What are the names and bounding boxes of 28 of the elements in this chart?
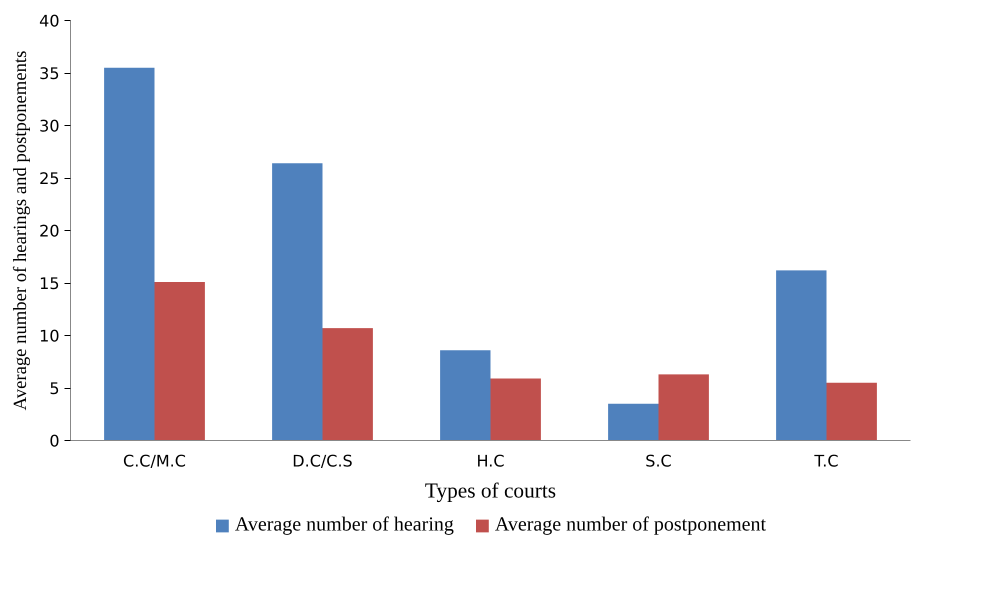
bar: [826, 382, 877, 440]
bar: [154, 282, 205, 440]
x-tick-label: C.C/M.C: [123, 452, 186, 470]
y-tick-label: 30: [39, 116, 60, 136]
y-tick-label: 5: [49, 379, 60, 398]
bar: [272, 163, 322, 440]
y-tick-label: 25: [39, 169, 60, 188]
x-tick-label: T.C: [813, 452, 839, 470]
legend-label: Average number of postponement: [494, 514, 766, 536]
bar: [776, 270, 826, 440]
x-axis-title: Types of courts: [424, 478, 556, 502]
y-tick-label: 35: [39, 64, 60, 83]
y-tick-label: 15: [39, 274, 60, 293]
x-tick-label: H.C: [476, 452, 505, 470]
bar: [440, 350, 490, 440]
x-tick-label: D.C/C.S: [292, 452, 353, 470]
bar: [322, 328, 373, 440]
bar: [490, 378, 541, 440]
bar: [104, 68, 154, 440]
y-tick-label: 10: [39, 326, 60, 346]
y-axis-title: Average number of hearings and postponements: [10, 50, 32, 410]
y-tick-label: 20: [39, 222, 60, 240]
x-tick-label: S.C: [645, 452, 672, 470]
y-tick-label: 40: [39, 12, 60, 30]
y-tick-label: 0: [49, 432, 60, 450]
bar: [658, 374, 709, 440]
bar: [608, 404, 658, 440]
legend-label: Average number of hearing: [234, 514, 454, 536]
